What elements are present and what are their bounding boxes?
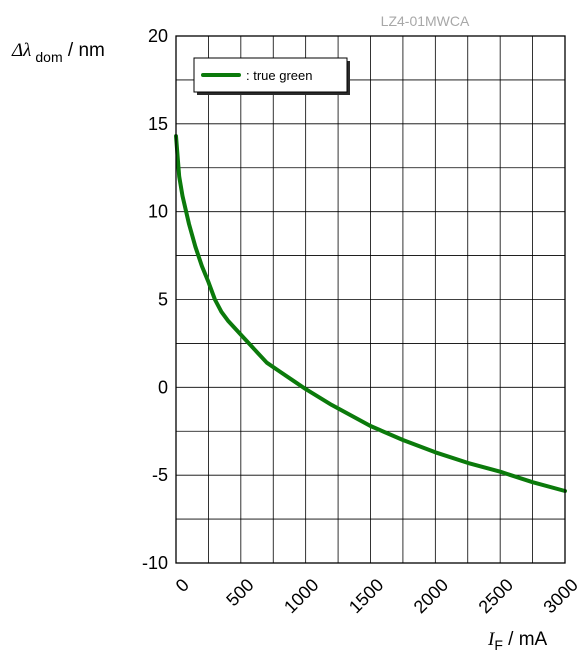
y-tick-label: 5 bbox=[158, 290, 168, 310]
x-tick-label: 1500 bbox=[345, 575, 387, 617]
x-tick-label: 3000 bbox=[539, 575, 581, 617]
legend-label: : true green bbox=[246, 68, 313, 83]
y-tick-label: 15 bbox=[148, 114, 168, 134]
plot-frame bbox=[175, 35, 566, 564]
x-axis-subscript: F bbox=[494, 637, 503, 653]
x-tick-label: 0 bbox=[172, 575, 193, 596]
x-axis-unit: / mA bbox=[503, 629, 548, 650]
chart-title: LZ4-01MWCA bbox=[381, 13, 470, 29]
y-axis-symbol: Δλ bbox=[11, 40, 31, 61]
x-axis-label: IF / mA bbox=[487, 629, 548, 653]
x-tick-label: 500 bbox=[222, 575, 257, 610]
y-tick-label: -10 bbox=[142, 553, 168, 573]
x-tick-labels: 0 500 1000 1500 2000 2500 3000 bbox=[172, 575, 582, 617]
legend: : true green bbox=[193, 57, 350, 95]
series-line-true-green bbox=[174, 134, 567, 493]
grid bbox=[176, 36, 565, 563]
y-tick-labels: -10 -5 0 5 10 15 20 bbox=[142, 26, 168, 573]
y-axis-unit: / nm bbox=[63, 40, 105, 61]
x-tick-label: 1000 bbox=[280, 575, 322, 617]
y-tick-label: 0 bbox=[158, 377, 168, 397]
y-tick-label: 20 bbox=[148, 26, 168, 46]
x-tick-label: 2500 bbox=[475, 575, 517, 617]
y-axis-label: Δλ dom / nm bbox=[11, 40, 105, 65]
x-tick-label: 2000 bbox=[410, 575, 452, 617]
y-tick-label: 10 bbox=[148, 202, 168, 222]
x-axis-symbol: I bbox=[487, 629, 496, 650]
y-axis-subscript: dom bbox=[35, 49, 62, 65]
y-tick-label: -5 bbox=[152, 465, 168, 485]
